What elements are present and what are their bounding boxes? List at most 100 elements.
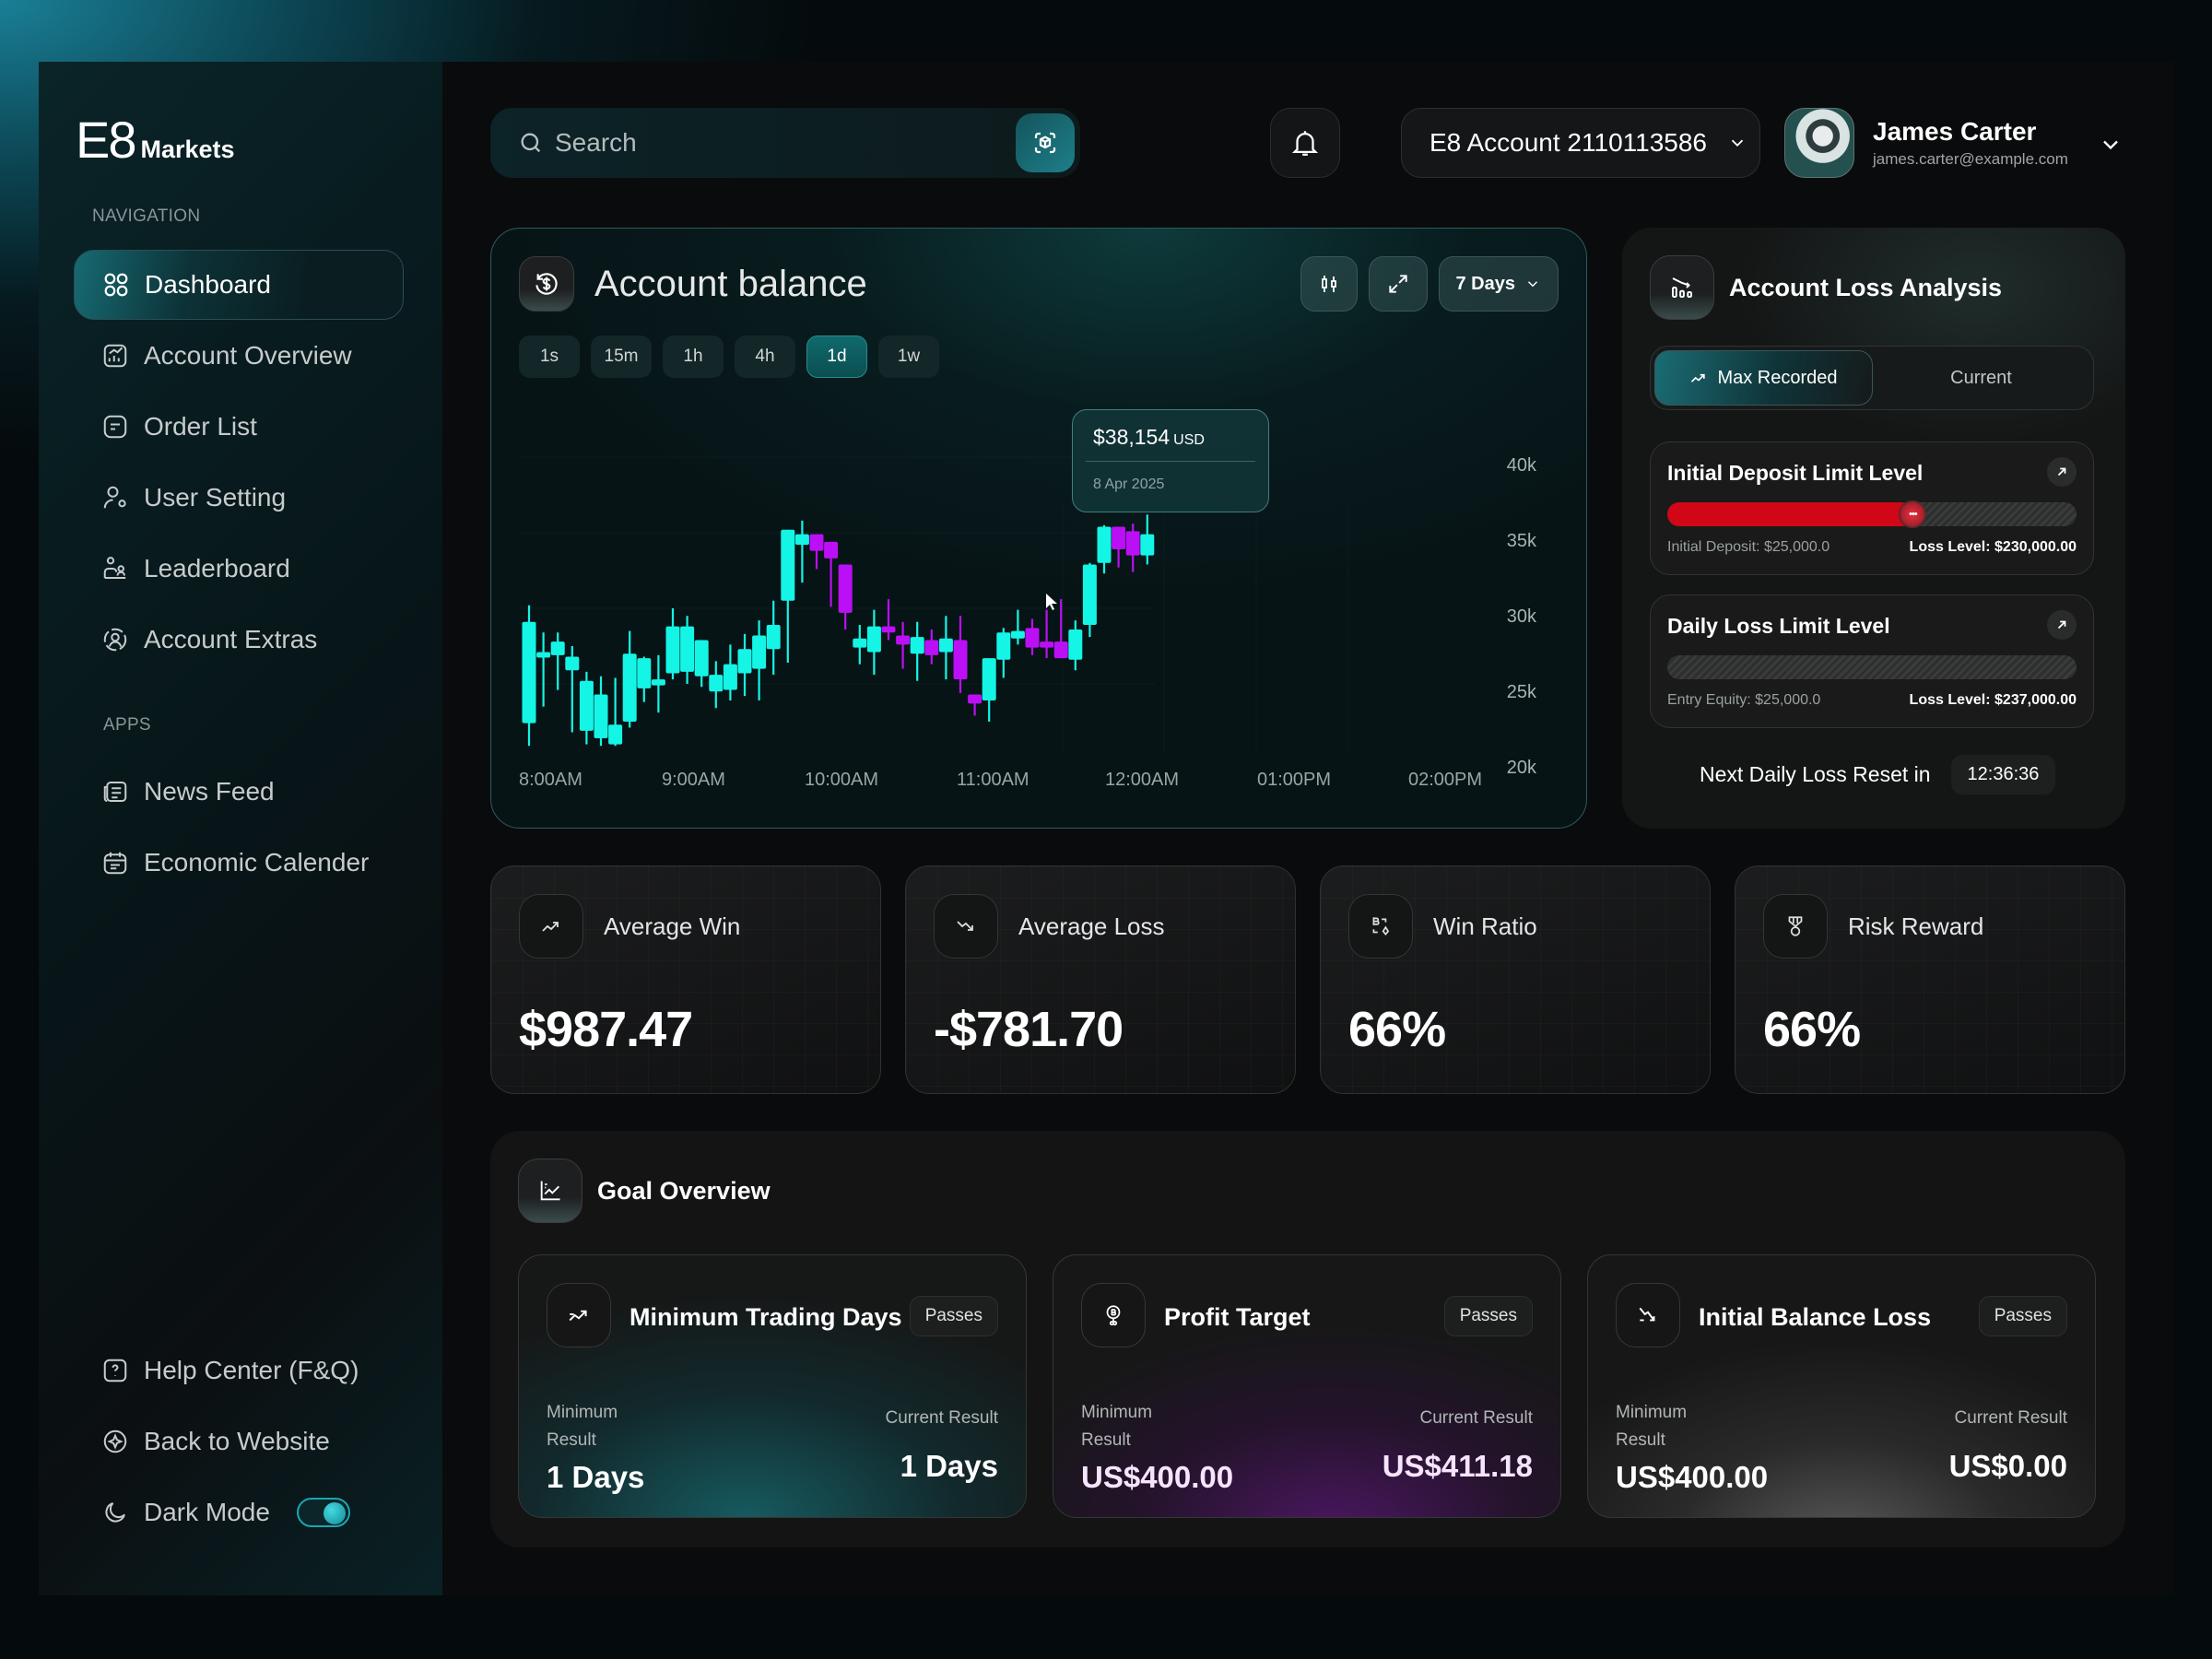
- status-badge: Passes: [1443, 1296, 1533, 1336]
- candle[interactable]: [579, 680, 594, 731]
- candle[interactable]: [522, 621, 536, 724]
- candle[interactable]: [982, 658, 996, 701]
- candle[interactable]: [665, 626, 680, 674]
- range-dropdown[interactable]: 7 Days: [1438, 256, 1559, 312]
- sidebar-item-user-setting[interactable]: User Setting: [74, 463, 404, 533]
- sidebar-item-economic-calendar[interactable]: Economic Calender: [74, 828, 404, 898]
- expand-button[interactable]: [1368, 256, 1428, 312]
- open-details-button[interactable]: [2047, 457, 2077, 487]
- candle[interactable]: [896, 635, 911, 645]
- globe-icon: [103, 1430, 127, 1453]
- candle[interactable]: [853, 638, 867, 648]
- y-tick: 20k: [1506, 758, 1536, 778]
- account-selector[interactable]: E8 Account 2110113586: [1401, 108, 1760, 178]
- search-input[interactable]: [555, 128, 960, 158]
- candle[interactable]: [968, 694, 982, 704]
- candle[interactable]: [608, 724, 623, 745]
- sidebar-item-account-extras[interactable]: Account Extras: [74, 605, 404, 675]
- candle[interactable]: [536, 652, 551, 658]
- sidebar-item-help-center[interactable]: Help Center (F&Q): [74, 1335, 404, 1406]
- sidebar: E8 Markets NAVIGATION Dashboard Account …: [39, 62, 442, 1595]
- candle[interactable]: [809, 534, 824, 551]
- candle[interactable]: [924, 640, 939, 655]
- sidebar-item-dashboard[interactable]: Dashboard: [74, 250, 404, 320]
- candle[interactable]: [680, 626, 695, 672]
- candle[interactable]: [594, 694, 608, 739]
- candle[interactable]: [1053, 641, 1068, 659]
- candle[interactable]: [866, 626, 881, 653]
- tab-current[interactable]: Current: [1873, 350, 2089, 406]
- tab-timeframe-1w[interactable]: 1w: [878, 335, 939, 378]
- candle[interactable]: [1010, 630, 1025, 639]
- candle[interactable]: [824, 541, 839, 559]
- logo[interactable]: E8 Markets: [76, 110, 235, 170]
- candle[interactable]: [651, 679, 665, 686]
- user-gear-icon: [103, 486, 126, 509]
- sidebar-item-order-list[interactable]: Order List: [74, 392, 404, 462]
- candle[interactable]: [1082, 564, 1097, 626]
- candle[interactable]: [1068, 629, 1083, 660]
- grid-icon: [104, 273, 128, 297]
- sidebar-item-label: Order List: [144, 412, 257, 441]
- search-bar[interactable]: [490, 108, 1080, 178]
- user-menu[interactable]: James Carter james.carter@example.com: [1784, 108, 2118, 178]
- tab-timeframe-1d[interactable]: 1d: [806, 335, 867, 378]
- progress-thumb[interactable]: •••: [1899, 500, 1927, 528]
- candle[interactable]: [781, 529, 795, 601]
- candle[interactable]: [709, 675, 724, 692]
- arrow-up-right-icon: [2057, 467, 2066, 477]
- sidebar-item-news-feed[interactable]: News Feed: [74, 757, 404, 827]
- logo-text: Markets: [140, 135, 235, 163]
- tab-max-recorded[interactable]: Max Recorded: [1654, 350, 1873, 406]
- nav-section-label: NAVIGATION: [92, 206, 201, 226]
- candle[interactable]: [953, 640, 968, 680]
- sidebar-item-leaderboard[interactable]: Leaderboard: [74, 534, 404, 604]
- help-icon: [103, 1359, 127, 1382]
- candle[interactable]: [637, 658, 652, 688]
- minimum-result-label: Minimum Result: [1081, 1399, 1152, 1454]
- candle[interactable]: [1125, 531, 1140, 556]
- sidebar-item-back-to-website[interactable]: Back to Website: [74, 1406, 404, 1477]
- candle[interactable]: [622, 653, 637, 722]
- tab-timeframe-1s[interactable]: 1s: [519, 335, 580, 378]
- user-circle-icon: [103, 628, 127, 652]
- label-line: Result: [1081, 1430, 1131, 1450]
- sidebar-item-account-overview[interactable]: Account Overview: [74, 321, 404, 391]
- candle[interactable]: [766, 625, 781, 650]
- account-selector-label: E8 Account 2110113586: [1430, 128, 1707, 157]
- tab-timeframe-15m[interactable]: 15m: [591, 335, 652, 378]
- candle[interactable]: [1025, 628, 1040, 648]
- sidebar-item-label: Back to Website: [144, 1427, 330, 1455]
- chevron-down-icon: [1731, 139, 1744, 147]
- candlestick-chart[interactable]: [519, 404, 1496, 754]
- y-tick: 30k: [1506, 606, 1536, 627]
- candle[interactable]: [881, 626, 896, 633]
- candle[interactable]: [1140, 534, 1155, 556]
- chevron-down-icon[interactable]: [2098, 132, 2124, 158]
- account-loss-analysis-card: Account Loss Analysis Max Recorded Curre…: [1622, 228, 2125, 829]
- scan-button[interactable]: [1016, 113, 1075, 172]
- candle[interactable]: [550, 641, 565, 655]
- tab-timeframe-1h[interactable]: 1h: [663, 335, 724, 378]
- candle[interactable]: [565, 656, 580, 671]
- candle[interactable]: [794, 534, 809, 546]
- y-tick: 35k: [1506, 531, 1536, 551]
- candle[interactable]: [910, 637, 924, 654]
- open-details-button[interactable]: [2047, 610, 2077, 640]
- candle[interactable]: [1112, 526, 1126, 550]
- candle[interactable]: [1097, 526, 1112, 563]
- candle[interactable]: [1040, 641, 1054, 648]
- candle[interactable]: [996, 632, 1011, 660]
- current-result-value: US$0.00: [1948, 1449, 2067, 1483]
- tab-timeframe-4h[interactable]: 4h: [735, 335, 795, 378]
- candle[interactable]: [752, 635, 767, 669]
- label-line: Result: [547, 1430, 596, 1450]
- candle[interactable]: [723, 664, 737, 690]
- candle[interactable]: [838, 564, 853, 613]
- candle[interactable]: [737, 649, 752, 674]
- candle[interactable]: [938, 638, 953, 653]
- dark-mode-toggle[interactable]: [297, 1498, 350, 1527]
- notifications-button[interactable]: [1270, 108, 1340, 178]
- candle[interactable]: [694, 640, 709, 677]
- candlestick-toggle-button[interactable]: [1300, 256, 1358, 312]
